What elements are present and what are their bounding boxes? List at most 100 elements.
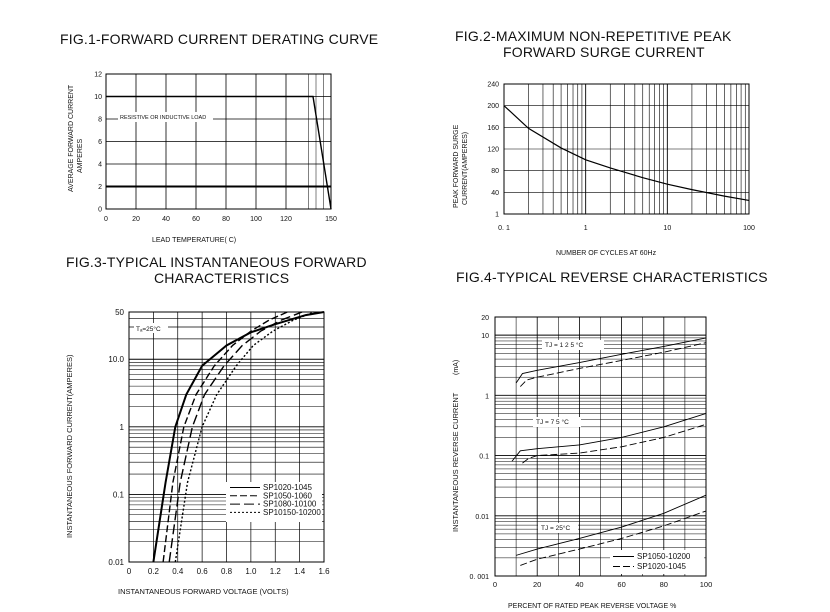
fig2-xtick-label: 0. 1	[498, 225, 510, 232]
fig3-xtick-label: 1.0	[245, 567, 257, 576]
fig1-xlabel: LEAD TEMPERATURE( C)	[152, 237, 236, 244]
fig3-annotation: Tₐ=25°C	[136, 325, 161, 333]
fig3-ytick-label: 50	[115, 308, 124, 317]
fig4-series-line	[511, 413, 707, 462]
fig4-ytick-label: 1	[485, 393, 489, 400]
fig4-annotation-bg	[538, 523, 578, 533]
fig2-xtick-label: 1	[584, 225, 588, 232]
fig4-xtick-label: 60	[617, 580, 625, 589]
fig1-xtick-label: 60	[192, 216, 200, 223]
fig1-ytick-label: 0	[98, 207, 102, 214]
fig3-series-line	[162, 311, 288, 563]
fig4-ylabel: INSTANTANEOUS REVERSE CURRENT	[451, 392, 460, 532]
fig4-legend-label: SP1050-10200	[637, 552, 691, 561]
fig1-ytick-label: 10	[94, 94, 102, 101]
fig4-xlabel: PERCENT OF RATED PEAK REVERSE VOLTAGE %	[508, 603, 676, 610]
fig4-yunit: (mA)	[453, 360, 460, 375]
fig4-series-line	[519, 342, 707, 387]
fig4-ytick-label: 10	[481, 333, 489, 340]
fig4-annotation: TJ = 7 5 °C	[536, 418, 569, 426]
fig3-legend-label: SP1020-1045	[263, 483, 312, 492]
fig2-frame	[503, 83, 750, 215]
fig4-legend-bg	[610, 550, 704, 574]
fig2-ytick-label: 200	[487, 103, 499, 110]
fig1-xtick-label: 120	[280, 216, 292, 223]
fig4-annotation: TJ = 1 2 5 °C	[545, 341, 583, 349]
fig3-frame	[128, 311, 325, 563]
fig1-ylabel-line2: AMPERES	[77, 138, 84, 173]
fig4-ytick-label: 0.1	[479, 454, 489, 461]
fig1-ytick-label: 4	[98, 162, 102, 169]
fig1-xtick-label: 40	[162, 216, 170, 223]
fig4-xtick-label: 40	[575, 580, 583, 589]
fig2-ytick-label: 160	[487, 125, 499, 132]
fig4-annotation-bg	[542, 340, 604, 350]
fig3-ytick-label: 0.1	[113, 490, 125, 499]
fig4-ytick-label: 0. 001	[470, 574, 490, 581]
fig3-series-line	[152, 311, 325, 563]
fig2-series-line	[503, 105, 750, 202]
fig3-ytick-label: 0.01	[108, 558, 124, 567]
fig2-ytick-label: 1	[495, 212, 499, 219]
fig2-ytick-label: 120	[487, 147, 499, 154]
fig4-ytick-label: 20	[481, 315, 489, 322]
fig3-title-line1: FIG.3-TYPICAL INSTANTANEOUS FORWARD	[66, 254, 367, 270]
fig2-ylabel-line2: CURRENT(AMPERES)	[462, 132, 469, 205]
fig1-title: FIG.1-FORWARD CURRENT DERATING CURVE	[60, 31, 379, 47]
fig4-series-line	[522, 423, 707, 464]
fig3-xtick-label: 1.6	[318, 567, 330, 576]
fig4-xtick-label: 80	[660, 580, 668, 589]
fig2-title-line1: FIG.2-MAXIMUM NON-REPETITIVE PEAK	[455, 28, 732, 44]
fig2-ytick-label: 80	[491, 168, 499, 175]
fig3-xtick-label: 1.4	[294, 567, 306, 576]
fig2-xlabel: NUMBER OF CYCLES AT 60Hz	[556, 250, 657, 257]
fig1-frame	[105, 73, 332, 210]
fig2-title-line2: FORWARD SURGE CURRENT	[503, 44, 705, 60]
fig4-annotation: TJ = 25°C	[541, 524, 570, 532]
fig4-ytick-label: 0.01	[475, 514, 489, 521]
fig4-xtick-label: 20	[533, 580, 541, 589]
fig3-legend-bg	[226, 482, 322, 522]
fig1-xtick-label: 150	[325, 216, 337, 223]
fig3-xtick-label: 0.2	[148, 567, 160, 576]
fig1-chart: 0 20 40 60 80 100 120 150 0 2 4 6 8 10 12 RESISTIVE OR …	[68, 72, 337, 245]
fig1-annotation: RESISTIVE OR INDUCTIVE LOAD	[120, 115, 206, 121]
fig3-xtick-label: 0	[127, 567, 132, 576]
fig3-legend-label: SP10150-10200	[263, 508, 321, 517]
fig3-series-line	[168, 311, 303, 563]
fig3-ytick-label: 10.0	[108, 355, 124, 364]
fig1-series-line	[106, 95, 332, 210]
fig3-xtick-label: 0.6	[197, 567, 209, 576]
fig1-xtick-label: 20	[132, 216, 140, 223]
fig3-xtick-label: 0.4	[172, 567, 184, 576]
fig3-chart: 0 0.2 0.4 0.6 0.8 1.0 1.2 1.4 1.6 0.01 0.1 1 10.0 50 T…	[65, 308, 330, 596]
fig2-chart: 0. 1 1 10 100 1 40 80 120 160 200 240 NUMBER OF CYC…	[453, 82, 755, 258]
fig2-ytick-label: 240	[487, 82, 499, 89]
fig3-title-line2: CHARACTERISTICS	[154, 270, 290, 286]
fig4-frame	[494, 316, 707, 577]
fig3-xtick-label: 1.2	[270, 567, 282, 576]
fig1-annotation-bg	[118, 112, 213, 122]
fig4-series-line	[515, 337, 707, 384]
fig1-ytick-label: 6	[98, 139, 102, 146]
fig4-annotation-bg	[533, 417, 581, 427]
fig1-xtick-label: 0	[104, 216, 108, 223]
fig4-xtick-label: 100	[700, 580, 713, 589]
fig4-title: FIG.4-TYPICAL REVERSE CHARACTERISTICS	[456, 269, 768, 285]
fig3-xtick-label: 0.8	[221, 567, 233, 576]
fig1-ylabel-line1: AVERAGE FORWARD CURRENT	[68, 84, 75, 192]
fig2-ytick-label: 40	[491, 190, 499, 197]
fig3-legend-label: SP1080-10100	[263, 500, 317, 509]
fig4-series-line	[520, 510, 707, 566]
fig2-xtick-label: 100	[743, 225, 755, 232]
fig3-series-line	[174, 311, 315, 563]
fig3-annotation-bg	[134, 323, 168, 333]
fig4-chart: 0 20 40 60 80 100 0. 001 0.01 0.1 1 10 20 TJ = 1 2 5…	[451, 315, 712, 610]
fig1-xtick-label: 100	[250, 216, 262, 223]
fig3-xlabel: INSTANTANEOUS FORWARD VOLTAGE (VOLTS)	[118, 587, 289, 596]
fig3-legend-label: SP1050-1060	[263, 491, 312, 500]
fig4-legend-label: SP1020-1045	[637, 562, 686, 571]
fig3-ylabel: INSTANTANEOUS FORWARD CURRENT(AMPERES)	[65, 354, 74, 538]
fig2-ylabel-line1: PEAK FORWARD SURGE	[453, 124, 460, 208]
